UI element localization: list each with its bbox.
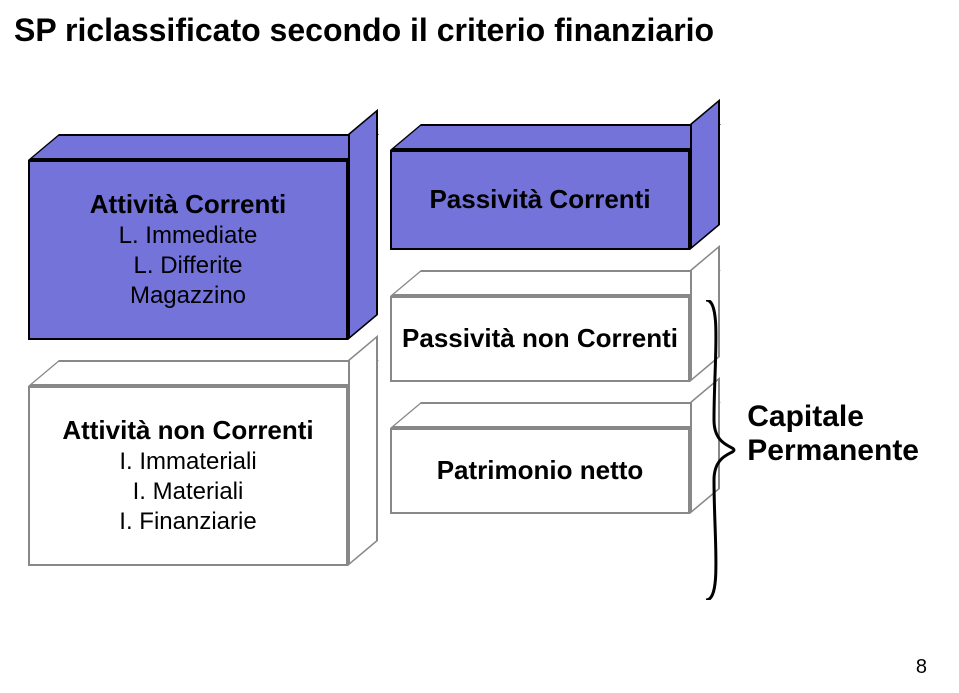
left-column: Attività Correnti L. Immediate L. Differ…: [28, 160, 348, 612]
box-heading: Passività non Correnti: [402, 323, 678, 354]
brace-label-line2: Permanente: [747, 434, 919, 467]
box-heading: Attività non Correnti: [62, 415, 313, 446]
box-attivita-correnti: Attività Correnti L. Immediate L. Differ…: [28, 160, 348, 340]
box-passivita-non-correnti: Passività non Correnti: [390, 296, 690, 382]
brace-label: Capitale Permanente: [747, 400, 919, 468]
box-line: I. Immateriali: [119, 447, 256, 477]
box-heading: Patrimonio netto: [437, 455, 644, 486]
box-patrimonio-netto: Patrimonio netto: [390, 428, 690, 514]
box-line: Magazzino: [130, 281, 246, 311]
box-attivita-non-correnti: Attività non Correnti I. Immateriali I. …: [28, 386, 348, 566]
page-number: 8: [916, 656, 927, 679]
box-line: I. Finanziarie: [119, 507, 256, 537]
brace-icon: [700, 300, 742, 600]
box-heading: Passività Correnti: [429, 184, 650, 215]
box-line: I. Materiali: [133, 477, 244, 507]
mid-column: Passività Correnti Passività non Corrent…: [390, 150, 690, 560]
brace-label-line1: Capitale: [747, 400, 864, 433]
box-passivita-correnti: Passività Correnti: [390, 150, 690, 250]
box-line: L. Immediate: [119, 221, 258, 251]
box-heading: Attività Correnti: [90, 189, 286, 220]
box-line: L. Differite: [134, 251, 243, 281]
page-title: SP riclassificato secondo il criterio fi…: [14, 12, 714, 49]
